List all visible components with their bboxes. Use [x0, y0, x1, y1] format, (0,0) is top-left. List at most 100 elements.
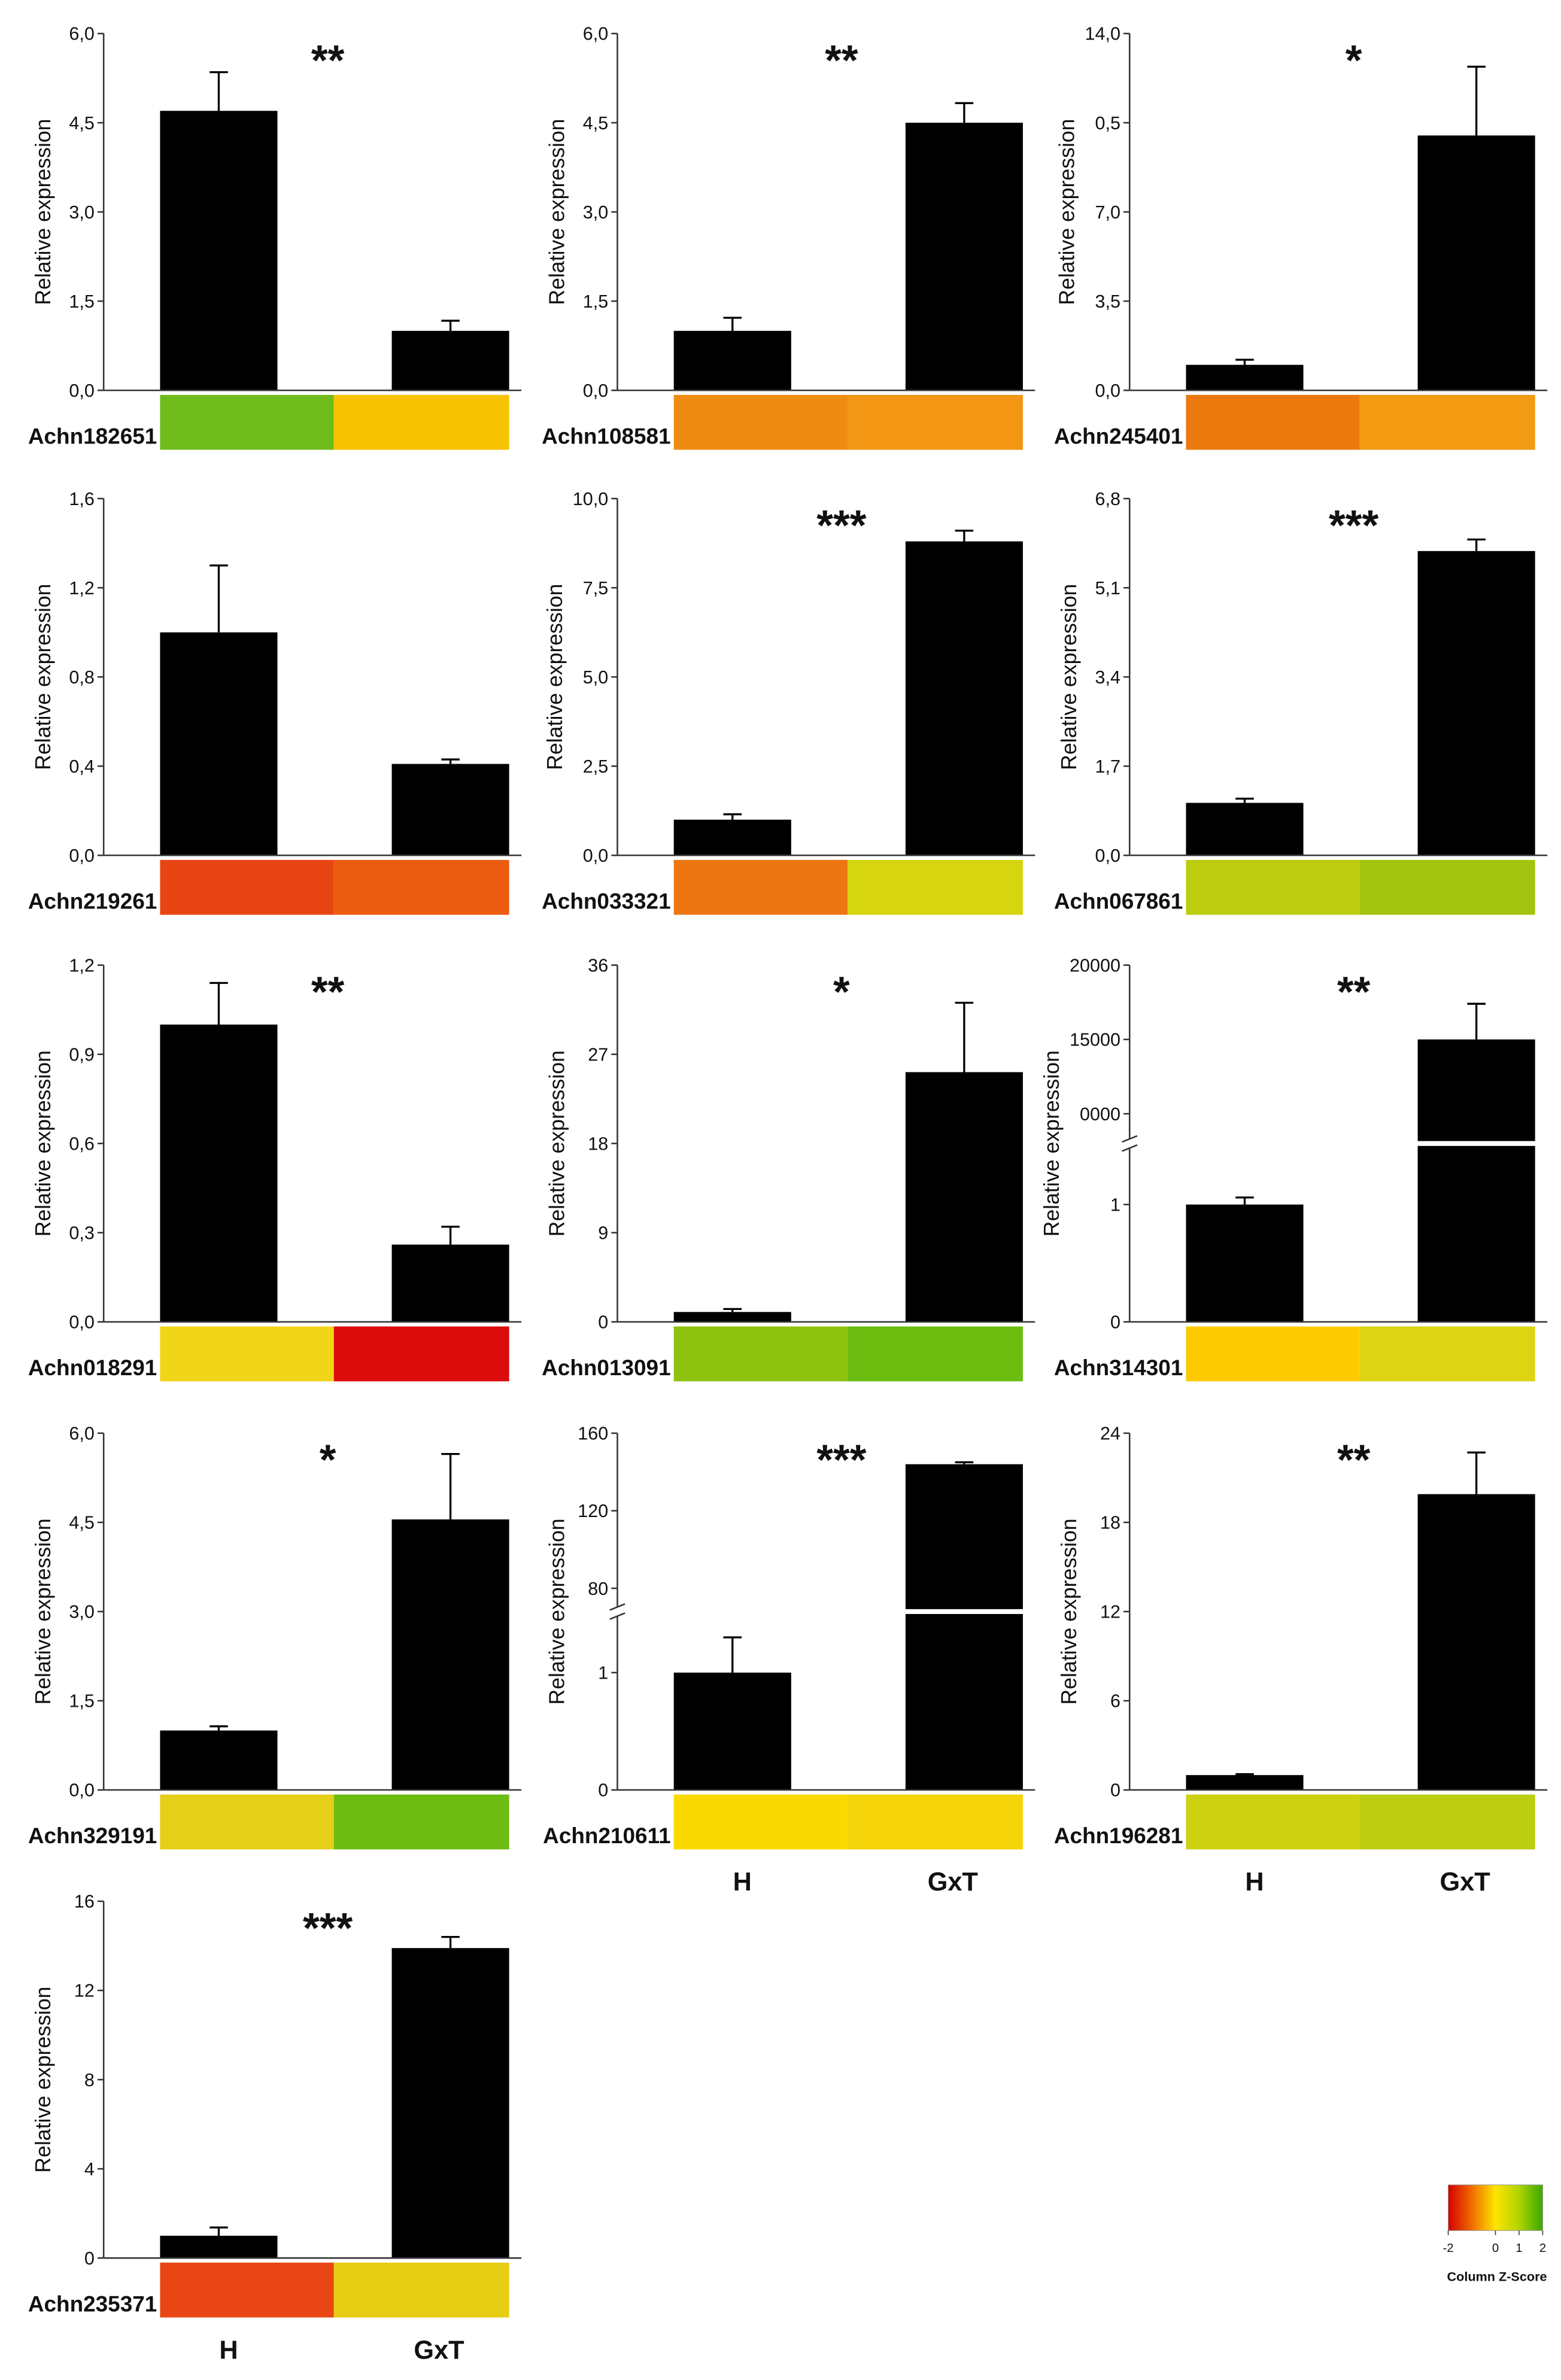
y-tick-label: 0,0 — [583, 846, 608, 866]
category-label-h: H — [733, 1868, 752, 1896]
y-tick-label: 1 — [1110, 1194, 1120, 1215]
heatmap-cell-gxt — [333, 859, 509, 915]
bar-h — [1186, 1204, 1304, 1322]
y-tick-label: 3,4 — [1095, 667, 1120, 688]
y-tick-label: 5,1 — [1095, 578, 1120, 598]
chart-panel-achn245401: 0,0 3,5 7,0 0,5 14,0 Relative expression Achn2… — [1054, 24, 1548, 450]
bar-h — [1186, 364, 1304, 391]
y-axis-label: Relative expression — [31, 119, 55, 305]
y-tick-label: 5,0 — [583, 667, 608, 688]
y-tick-label: 1,6 — [69, 489, 94, 509]
category-label-gxt: GxT — [1439, 1868, 1490, 1896]
y-tick-label: 160 — [578, 1424, 608, 1444]
y-tick-label: 16 — [74, 1892, 95, 1912]
axis-break-mark — [1122, 1135, 1138, 1143]
heatmap-cell-h — [1186, 859, 1360, 915]
category-label-gxt: GxT — [414, 2336, 464, 2364]
y-tick-label: 3,0 — [69, 202, 94, 223]
y-tick-label: 0,0 — [583, 381, 608, 401]
y-tick-label: 6,0 — [69, 24, 94, 44]
bar-h — [673, 1672, 791, 1791]
color-scale-tick-label: -2 — [1442, 2242, 1453, 2255]
bar-h — [673, 330, 791, 391]
y-tick-label: 14,0 — [1085, 24, 1120, 44]
bar-gxt — [391, 1519, 509, 1791]
heatmap-cell-gxt — [333, 1326, 509, 1382]
y-tick-label: 8 — [84, 2070, 95, 2090]
chart-panel-achn033321: 0,0 2,5 5,0 7,5 10,0 Relative expression Achn0… — [542, 489, 1035, 915]
heatmap-cell-gxt — [848, 859, 1023, 915]
heatmap-cell-h — [673, 394, 848, 450]
heatmap-cell-h — [673, 1326, 848, 1382]
color-scale-bar — [1448, 2184, 1543, 2231]
y-tick-label: 0,0 — [69, 1780, 94, 1801]
axis-break-mark — [609, 1612, 625, 1620]
heatmap-cell-gxt — [1359, 394, 1535, 450]
y-axis-label: Relative expression — [1055, 119, 1079, 305]
y-tick-label: 15000 — [1070, 1030, 1120, 1050]
y-tick-label: 3,0 — [69, 1602, 94, 1622]
bar-gxt — [905, 1072, 1023, 1322]
significance-stars: ** — [311, 968, 345, 1016]
gene-label: Achn108581 — [542, 424, 670, 448]
gene-label: Achn329191 — [28, 1823, 157, 1848]
y-axis-label: Relative expression — [1057, 1518, 1081, 1704]
y-axis-label: Relative expression — [1040, 1050, 1064, 1236]
category-label-h: H — [1245, 1868, 1264, 1896]
y-tick-label: 1 — [598, 1663, 608, 1683]
significance-stars: ** — [311, 37, 345, 84]
y-tick-label: 7,0 — [1095, 202, 1120, 223]
heatmap-cell-gxt — [1359, 859, 1535, 915]
bar-h — [160, 111, 278, 391]
color-scale-legend: -2 0 1 2 Column Z-Score — [1442, 2184, 1547, 2284]
charts-layer: 0,0 1,5 3,0 4,5 6,0 Relative expression Achn18… — [28, 24, 1548, 2364]
y-tick-label: 18 — [588, 1133, 608, 1154]
heatmap-cell-gxt — [333, 2262, 509, 2318]
y-tick-label: 2,5 — [583, 756, 608, 777]
y-tick-label: 4,5 — [583, 113, 608, 133]
category-label-h: H — [219, 2336, 238, 2364]
y-tick-label: 1,5 — [69, 1691, 94, 1712]
y-tick-label: 0,5 — [1095, 113, 1120, 133]
y-tick-label: 20000 — [1070, 955, 1120, 975]
y-tick-label: 1,5 — [583, 291, 608, 312]
bar-gxt — [1417, 135, 1535, 391]
gene-label: Achn182651 — [28, 424, 157, 448]
gene-label: Achn196281 — [1054, 1823, 1183, 1848]
heatmap-cell-h — [1186, 394, 1360, 450]
bar-gxt — [391, 764, 509, 856]
y-tick-label: 3,5 — [1095, 291, 1120, 312]
bar-gxt — [391, 1948, 509, 2259]
bar-gxt — [391, 330, 509, 391]
significance-stars: *** — [303, 1904, 353, 1952]
y-tick-label: 4 — [84, 2159, 95, 2180]
heatmap-cell-h — [160, 1794, 334, 1850]
bar-gxt — [1417, 1039, 1535, 1322]
y-tick-label: 0 — [598, 1780, 608, 1801]
y-tick-label: 0,0 — [1095, 381, 1120, 401]
y-tick-label: 0 — [1110, 1780, 1120, 1801]
category-label-gxt: GxT — [928, 1868, 978, 1896]
heatmap-cell-h — [160, 1326, 334, 1382]
y-tick-label: 24 — [1100, 1424, 1120, 1444]
heatmap-cell-h — [1186, 1326, 1360, 1382]
chart-panel-achn108581: 0,0 1,5 3,0 4,5 6,0 Relative expression Achn10… — [542, 24, 1035, 450]
heatmap-cell-h — [160, 859, 334, 915]
y-tick-label: 9 — [598, 1223, 608, 1244]
y-tick-label: 0,0 — [69, 381, 94, 401]
color-scale-tick-label: 1 — [1516, 2242, 1522, 2255]
y-axis-label: Relative expression — [31, 1518, 55, 1704]
y-tick-label: 4,5 — [69, 1513, 94, 1533]
chart-panel-achn235371: 0 4 8 12 16 Relative expression Achn235371 *** H… — [28, 1892, 522, 2364]
y-tick-label: 4,5 — [69, 113, 94, 133]
significance-stars: * — [1346, 37, 1362, 84]
bar-h — [673, 1312, 791, 1322]
y-axis-label: Relative expression — [545, 119, 569, 305]
heatmap-cell-h — [160, 2262, 334, 2318]
gene-label: Achn033321 — [542, 889, 670, 913]
gene-label: Achn245401 — [1054, 424, 1183, 448]
y-axis-label: Relative expression — [545, 1050, 569, 1236]
bar-break-gap — [904, 1609, 1025, 1615]
y-tick-label: 120 — [578, 1501, 608, 1521]
